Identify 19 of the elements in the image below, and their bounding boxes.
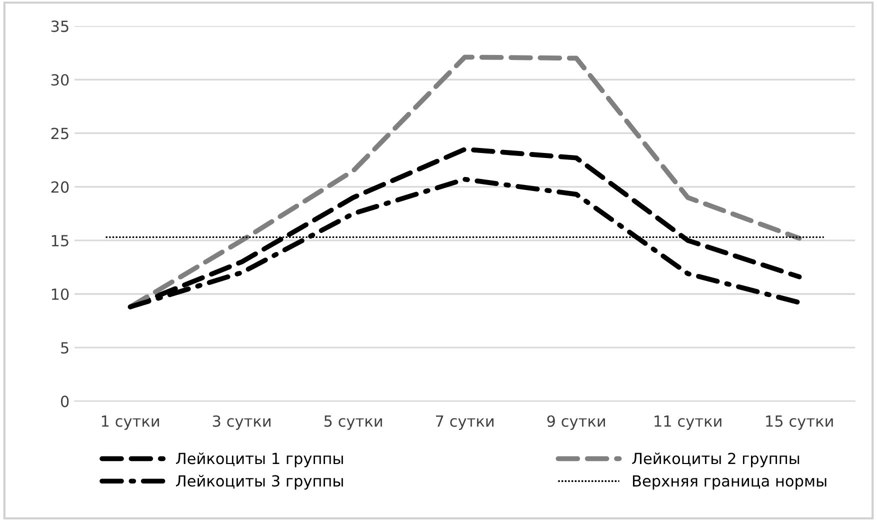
legend-label: Лейкоциты 1 группы — [176, 452, 343, 468]
y-tick-label: 5 — [61, 342, 68, 354]
legend-label: Лейкоциты 3 группы — [176, 474, 343, 490]
y-tick-label: 15 — [52, 235, 68, 246]
y-tick-label: 0 — [60, 396, 69, 408]
legend-label: Лейкоциты 2 группы — [632, 452, 800, 468]
x-tick-label: 1 сутки — [102, 416, 159, 430]
x-tick-label: 9 сутки — [547, 415, 605, 430]
y-tick-label: 30 — [51, 74, 69, 86]
y-tick-label: 10 — [52, 288, 69, 300]
x-tick-label: 7 сутки — [436, 416, 494, 430]
legend-label: Верхняя граница нормы — [633, 475, 826, 490]
y-tick-label: 25 — [51, 128, 68, 140]
x-tick-label: 11 сутки — [654, 416, 722, 430]
x-tick-label: 3 сутки — [212, 415, 270, 430]
x-tick-label: 15 сутки — [766, 416, 833, 430]
y-tick-label: 20 — [51, 181, 69, 193]
y-tick-label: 35 — [51, 20, 68, 32]
x-tick-label: 5 сутки — [324, 416, 382, 430]
